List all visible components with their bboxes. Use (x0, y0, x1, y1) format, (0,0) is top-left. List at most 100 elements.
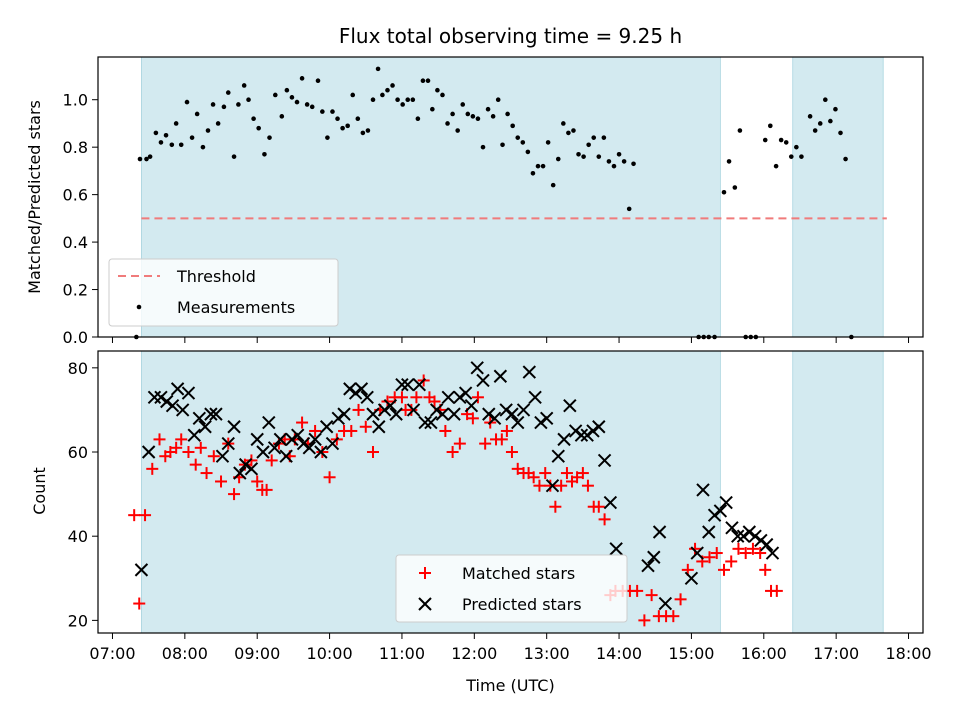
predicted-star-point (296, 436, 311, 451)
measurement-point (262, 151, 267, 157)
measurement-point (440, 92, 445, 98)
predicted-star-point (499, 403, 513, 417)
predicted-star-stroke-b (516, 403, 531, 417)
predicted-star-stroke-b (285, 432, 299, 447)
predicted-star-point (343, 382, 357, 396)
predicted-star-stroke-b (238, 457, 253, 472)
measurement-point (510, 123, 515, 129)
measurement-point (299, 76, 305, 81)
matched-star-point (194, 441, 207, 454)
predicted-star-stroke-b (482, 407, 496, 421)
matched-star-point (453, 437, 466, 450)
predicted-star-stroke-b (597, 453, 612, 468)
predicted-star-point (511, 415, 525, 430)
x-tick-label: 08:00 (162, 644, 208, 663)
top-axes-frame (97, 56, 924, 338)
predicted-star-stroke-b (165, 399, 180, 413)
predicted-star-point (418, 415, 432, 430)
predicted-star-stroke-b (748, 529, 762, 543)
measurement-point (236, 102, 241, 107)
measurement-point (520, 140, 526, 145)
top-y-tick-label: 0.8 (63, 138, 88, 157)
matched-star-point (725, 555, 738, 568)
predicted-star-point (424, 415, 438, 430)
matched-star-point (446, 446, 459, 459)
predicted-star-stroke-b (641, 558, 655, 573)
matched-star-point (215, 475, 228, 488)
predicted-star-point (713, 504, 728, 518)
matched-star-point (228, 488, 241, 501)
matched-star-point (439, 424, 452, 437)
predicted-star-point (534, 415, 548, 430)
measurement-point (420, 78, 426, 84)
measurement-point (178, 142, 184, 148)
matched-star-point (251, 475, 264, 488)
measurement-point (490, 114, 496, 119)
measurement-point (783, 140, 789, 145)
measurement-point (470, 114, 476, 119)
predicted-star-stroke-b (557, 432, 571, 447)
predicted-star-stroke-b (690, 546, 704, 560)
measurement-point (812, 128, 818, 133)
x-tick-label: 07:00 (89, 644, 135, 663)
predicted-star-stroke-b (441, 390, 455, 405)
predicted-star-stroke-b (603, 495, 618, 510)
predicted-star-point (215, 449, 230, 463)
x-tick-label: 09:00 (234, 644, 280, 663)
measurement-point (581, 154, 586, 159)
measurement-point (289, 95, 295, 100)
legends: Threshold Measurements Matched stars Pre… (108, 258, 628, 623)
measurement-point (315, 78, 321, 84)
predicted-star-point (545, 478, 560, 493)
measurement-point (340, 125, 345, 131)
measurement-point (267, 135, 272, 140)
predicted-star-point (366, 407, 380, 421)
matched-star-point (265, 454, 278, 467)
measurement-point (251, 116, 256, 121)
measurement-point (425, 78, 431, 84)
measurement-point (601, 135, 607, 140)
predicted-star-stroke-b (377, 403, 392, 417)
predicted-star-stroke-b (702, 525, 716, 539)
measurement-point (163, 133, 169, 138)
predicted-star-stroke-b (464, 399, 479, 413)
predicted-star-point (314, 445, 328, 459)
measurement-point (147, 154, 153, 159)
predicted-star-stroke-b (401, 377, 415, 392)
x-tick-label: 16:00 (741, 644, 787, 663)
predicted-star-stroke-b (147, 390, 162, 405)
measurement-point (762, 137, 768, 143)
predicted-star-stroke-b (499, 403, 513, 417)
predicted-star-point (765, 546, 780, 560)
predicted-star-point (453, 390, 467, 405)
matched-star-point (153, 433, 166, 446)
measurement-point (153, 130, 159, 136)
x-axis-label: Time (UTC) (465, 676, 554, 695)
predicted-star-stroke-b (256, 445, 270, 459)
predicted-star-stroke-b (302, 441, 317, 455)
predicted-star-point (187, 428, 201, 442)
predicted-star-stroke-b (736, 529, 751, 543)
matched-star-point (428, 395, 441, 408)
matched-star-point (598, 513, 611, 526)
predicted-star-stroke-b (221, 436, 235, 451)
legend-matched-label: Matched stars (462, 564, 575, 583)
predicted-star-point (580, 428, 594, 442)
predicted-star-point (406, 403, 421, 417)
predicted-star-point (652, 525, 667, 539)
matched-star-point (638, 614, 651, 627)
x-tick-label: 11:00 (379, 644, 425, 663)
predicted-star-stroke-b (215, 449, 230, 463)
matched-star-point (560, 467, 573, 480)
matched-star-point (395, 391, 408, 404)
legend-predicted-label: Predicted stars (462, 595, 582, 614)
predicted-star-point (522, 365, 537, 379)
shaded-intervals (141, 56, 884, 634)
predicted-star-point (154, 390, 168, 405)
x-tick-label: 13:00 (524, 644, 570, 663)
predicted-star-point (250, 432, 264, 447)
top-y-tick-label: 0.2 (63, 281, 88, 300)
predicted-star-stroke-b (435, 407, 450, 421)
predicted-star-stroke-b (198, 420, 212, 434)
matched-star-point (296, 416, 309, 429)
